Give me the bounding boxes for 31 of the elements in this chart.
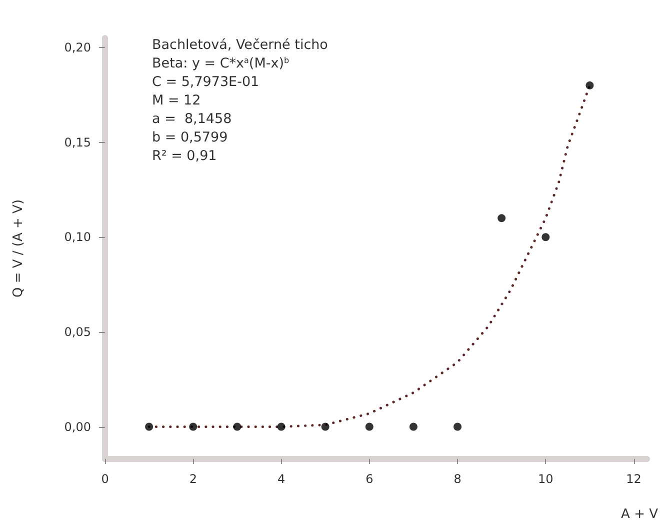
annotation: a = 8,1458	[152, 111, 232, 127]
x-tick-label: 12	[626, 472, 642, 486]
point	[409, 422, 418, 431]
point	[189, 422, 198, 431]
y-axis-title: Q = V / (A + V)	[11, 199, 26, 298]
y-tick-label: 0,00	[64, 420, 91, 434]
y-tick-label: 0,20	[64, 40, 91, 54]
point	[321, 422, 330, 431]
y-tick-label: 0,15	[64, 135, 91, 150]
point	[365, 422, 374, 431]
point	[454, 422, 462, 431]
point	[277, 422, 286, 431]
point	[542, 233, 550, 242]
point	[145, 422, 154, 431]
x-tick-label: 2	[189, 472, 197, 486]
y-tick-label: 0,10	[64, 230, 91, 244]
point	[233, 422, 242, 431]
annotation: R² = 0,91	[152, 148, 217, 164]
x-tick-label: 0	[101, 472, 109, 486]
point	[586, 81, 594, 90]
annotation: C = 5,7973E-01	[152, 74, 260, 90]
y-tick-label: 0,05	[64, 324, 91, 339]
annotation: b = 0,5799	[152, 130, 228, 146]
x-tick-label: 10	[538, 472, 554, 486]
x-tick-label: 8	[454, 472, 462, 486]
x-axis-title: A + V	[621, 507, 658, 522]
annotation: Bachletová, Večerné ticho	[152, 37, 328, 53]
x-tick-label: 4	[277, 472, 286, 486]
annotation: M = 12	[152, 92, 201, 108]
point	[498, 214, 506, 222]
x-tick-label: 6	[366, 472, 374, 486]
